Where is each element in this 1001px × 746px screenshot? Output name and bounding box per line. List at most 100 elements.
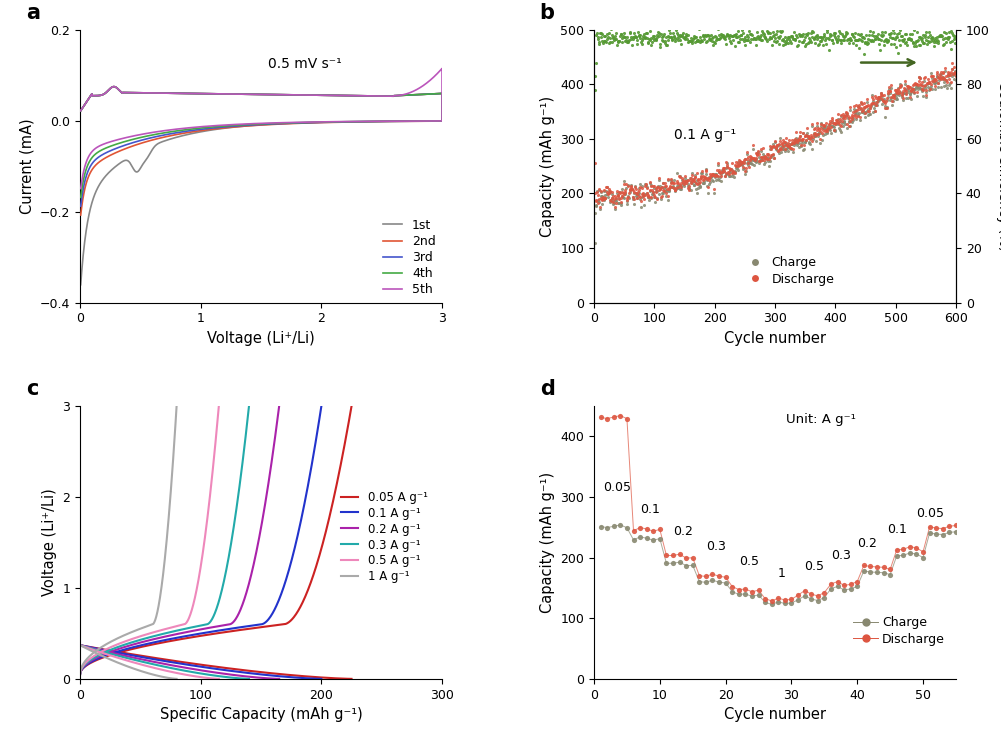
Discharge [639, 523, 655, 535]
Text: 0.1: 0.1 [640, 504, 660, 516]
Charge [885, 90, 901, 101]
Charge [884, 93, 900, 104]
Point [900, 33, 916, 45]
Discharge [703, 168, 719, 180]
Charge [729, 160, 745, 172]
Discharge [610, 189, 626, 201]
Discharge [711, 570, 727, 582]
Charge [921, 77, 937, 89]
Point [915, 29, 931, 41]
Point [946, 31, 962, 43]
Discharge [708, 169, 724, 181]
Charge [764, 151, 780, 163]
Discharge [746, 152, 762, 164]
Discharge [848, 111, 864, 123]
Point [783, 30, 799, 42]
2nd [426, 90, 438, 98]
Discharge [636, 189, 652, 201]
Discharge [928, 74, 944, 86]
Charge [748, 153, 764, 165]
Charge [886, 90, 902, 101]
Discharge [735, 160, 751, 172]
Discharge [860, 99, 876, 111]
Discharge [747, 154, 763, 166]
Point [791, 28, 807, 40]
Point [705, 40, 721, 51]
Discharge [812, 125, 828, 137]
Charge [736, 162, 752, 174]
Discharge [668, 182, 684, 194]
Charge [863, 566, 879, 578]
Point [700, 28, 716, 40]
Charge [921, 84, 937, 96]
Point [809, 33, 825, 45]
Discharge [631, 184, 647, 196]
Discharge [942, 69, 958, 81]
Point [642, 34, 658, 46]
Discharge [855, 105, 871, 117]
Charge [897, 78, 913, 90]
Charge [627, 181, 643, 192]
Point [706, 37, 722, 48]
Point [617, 27, 633, 39]
Discharge [856, 560, 872, 571]
Discharge [743, 151, 759, 163]
Point [908, 35, 924, 47]
Point [712, 31, 728, 43]
Point [807, 31, 823, 43]
Discharge [597, 193, 613, 205]
Point [917, 29, 933, 41]
Charge [756, 158, 772, 170]
Discharge [776, 137, 792, 148]
Point [806, 31, 822, 43]
Charge [797, 137, 813, 148]
Charge [732, 157, 748, 169]
Charge [723, 163, 739, 175]
Point [786, 26, 802, 38]
Charge [878, 101, 894, 113]
Charge [911, 81, 927, 93]
Charge [852, 114, 868, 126]
Point [945, 29, 961, 41]
Charge [948, 526, 964, 538]
Charge [621, 190, 637, 202]
Point [633, 36, 649, 48]
Point [692, 31, 708, 43]
Charge [790, 139, 806, 151]
Charge [834, 117, 850, 129]
Charge [940, 70, 956, 82]
Point [673, 29, 689, 41]
Point [590, 31, 606, 43]
Discharge [797, 130, 813, 142]
Point [743, 28, 759, 40]
4th [228, 121, 240, 130]
Charge [850, 101, 866, 113]
Point [594, 27, 610, 39]
Discharge [742, 151, 758, 163]
Charge [680, 180, 696, 192]
Point [772, 30, 788, 42]
Point [686, 32, 702, 44]
Discharge [600, 413, 616, 424]
Charge [637, 178, 653, 189]
Charge [738, 168, 754, 180]
Discharge [846, 107, 862, 119]
Point [762, 28, 778, 40]
Text: 0.2: 0.2 [673, 525, 693, 539]
Discharge [829, 116, 845, 128]
1st [407, 90, 419, 99]
3rd [112, 84, 124, 93]
Charge [594, 186, 610, 198]
Charge [776, 143, 792, 155]
Point [668, 34, 684, 46]
Point [648, 34, 664, 46]
Point [638, 27, 654, 39]
Point [761, 25, 777, 37]
Charge [632, 187, 648, 199]
Charge [868, 95, 884, 107]
Point [917, 31, 933, 43]
Point [844, 28, 860, 40]
Discharge [831, 116, 847, 128]
Charge [623, 179, 639, 191]
Discharge [778, 132, 794, 144]
